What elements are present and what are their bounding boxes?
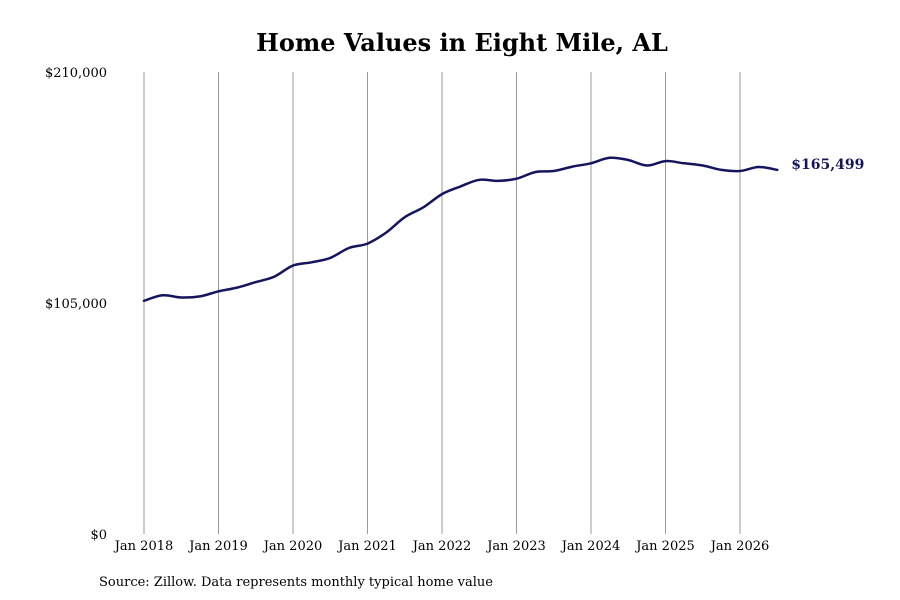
x-tick-label: Jan 2023 <box>485 539 546 554</box>
vertical-gridlines <box>143 72 741 534</box>
y-axis-ticks: $0 $105,000 $210,000 <box>45 66 107 543</box>
x-axis-ticks: Jan 2018 Jan 2019 Jan 2020 Jan 2021 Jan 2022… <box>113 539 770 554</box>
y-tick-label: $0 <box>90 528 107 543</box>
x-tick-label: Jan 2026 <box>709 539 770 554</box>
x-tick-label: Jan 2021 <box>336 539 397 554</box>
end-value-label: $165,499 <box>791 157 864 173</box>
x-tick-label: Jan 2024 <box>560 539 621 554</box>
series-line <box>142 156 779 303</box>
chart-title: Home Values in Eight Mile, AL <box>256 28 668 57</box>
x-tick-label: Jan 2022 <box>411 539 472 554</box>
y-tick-label: $210,000 <box>45 66 107 81</box>
source-note: Source: Zillow. Data represents monthly … <box>99 575 493 590</box>
x-tick-label: Jan 2019 <box>187 539 248 554</box>
y-tick-label: $105,000 <box>45 297 107 312</box>
x-tick-label: Jan 2025 <box>634 539 695 554</box>
x-tick-label: Jan 2020 <box>262 539 323 554</box>
x-tick-label: Jan 2018 <box>113 539 174 554</box>
